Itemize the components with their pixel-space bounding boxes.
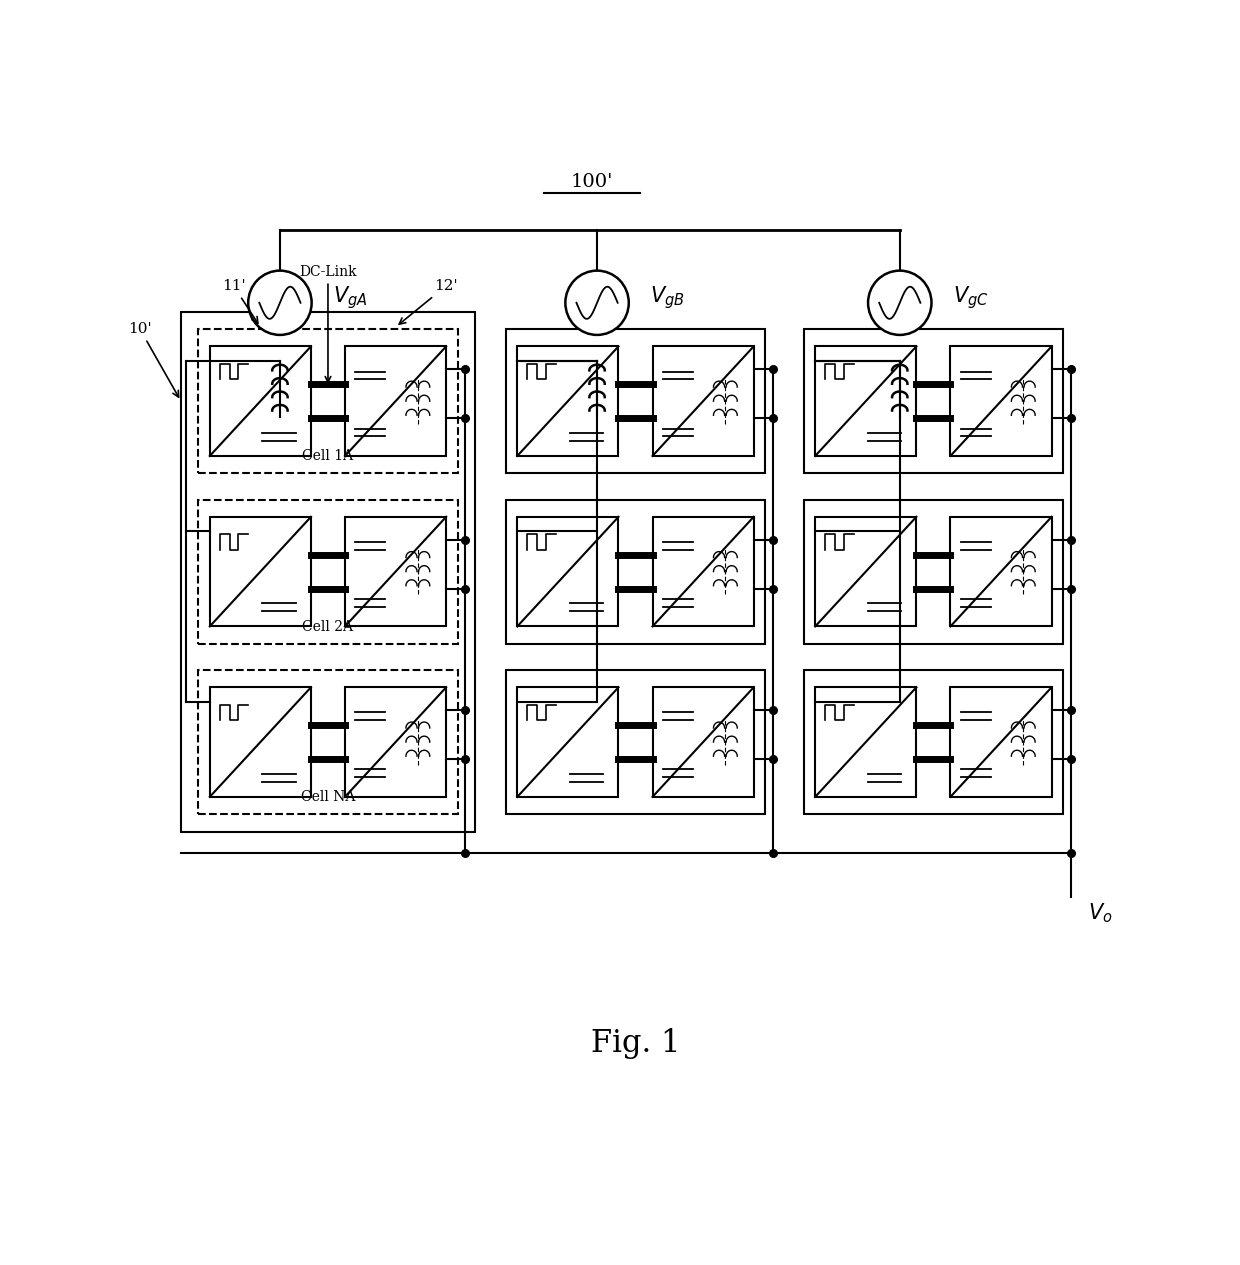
Text: $V_{gA}$: $V_{gA}$: [332, 285, 367, 311]
Bar: [210, 347, 311, 455]
Bar: [210, 517, 311, 626]
Bar: [345, 517, 446, 626]
Bar: [804, 670, 1063, 815]
Text: $V_{gB}$: $V_{gB}$: [650, 285, 684, 311]
Bar: [506, 500, 765, 644]
Bar: [210, 687, 311, 797]
Bar: [345, 687, 446, 797]
Text: Fig. 1: Fig. 1: [590, 1027, 681, 1059]
Text: Cell NA: Cell NA: [301, 791, 355, 805]
Bar: [950, 687, 1052, 797]
Text: Cell 2A: Cell 2A: [303, 620, 353, 634]
Bar: [198, 500, 458, 644]
Bar: [804, 329, 1063, 473]
Bar: [652, 687, 754, 797]
Circle shape: [248, 271, 311, 335]
Bar: [506, 329, 765, 473]
Bar: [198, 670, 458, 815]
Bar: [804, 500, 1063, 644]
Bar: [198, 329, 458, 473]
Bar: [652, 517, 754, 626]
Bar: [517, 687, 619, 797]
Bar: [517, 517, 619, 626]
Text: 100': 100': [572, 173, 614, 191]
Bar: [815, 687, 916, 797]
Bar: [506, 670, 765, 815]
Text: Cell 1A: Cell 1A: [303, 449, 353, 463]
Bar: [517, 347, 619, 455]
Bar: [345, 347, 446, 455]
Text: 12': 12': [399, 280, 458, 324]
Text: 10': 10': [128, 323, 179, 397]
Text: $V_o$: $V_o$: [1089, 902, 1112, 926]
Bar: [815, 347, 916, 455]
Text: $V_{gC}$: $V_{gC}$: [952, 285, 988, 311]
Bar: [181, 311, 475, 831]
Circle shape: [565, 271, 629, 335]
Circle shape: [868, 271, 931, 335]
Bar: [950, 517, 1052, 626]
Bar: [815, 517, 916, 626]
Bar: [950, 347, 1052, 455]
Text: 11': 11': [222, 280, 258, 324]
Bar: [652, 347, 754, 455]
Text: DC-Link: DC-Link: [299, 264, 357, 382]
